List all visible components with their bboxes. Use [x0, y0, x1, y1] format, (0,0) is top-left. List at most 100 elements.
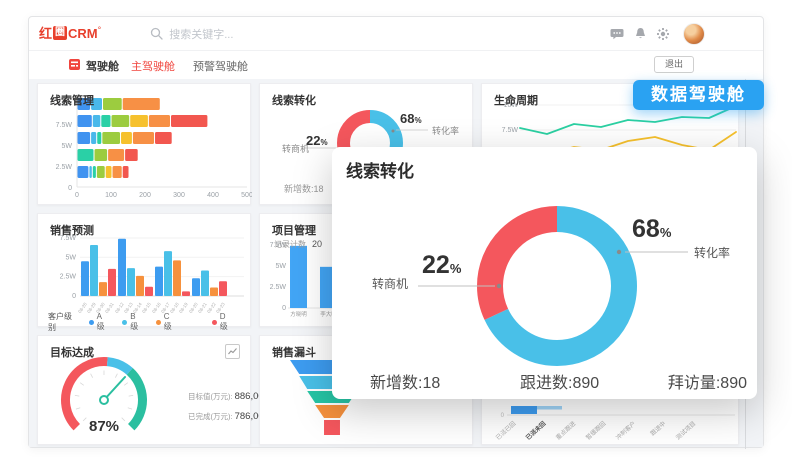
legend-item: C级 [156, 312, 177, 332]
svg-text:08-21: 08-21 [197, 301, 208, 314]
done-value: 786,000 [234, 411, 269, 422]
conversion-rate-value: 68% [400, 111, 422, 126]
lead-management-chart: 10W 7.5W 5W 2.5W 00 100 200 300 400 500 [56, 94, 252, 199]
logo-mark: 圈 [53, 26, 68, 40]
svg-text:08-28: 08-28 [77, 301, 88, 314]
svg-text:10W: 10W [58, 101, 73, 108]
panel-sales-forecast: 销售预测 7.5W 5W 2.5W 0 08-28 08-29 08-30 08-31 08-1… [37, 213, 251, 332]
svg-text:2.5W: 2.5W [60, 274, 77, 281]
svg-text:7.5W: 7.5W [270, 242, 287, 249]
svg-text:200: 200 [139, 192, 151, 199]
svg-text:08-13: 08-13 [123, 301, 134, 314]
search-box[interactable]: 搜索关键字... [149, 26, 610, 42]
svg-text:已派未回: 已派未回 [524, 420, 547, 442]
data-cockpit-badge[interactable]: 数据驾驶舱 [633, 80, 764, 110]
svg-text:08-16: 08-16 [151, 301, 162, 314]
goal-percentage: 87% [88, 418, 120, 435]
svg-text:7.5W: 7.5W [60, 235, 77, 242]
svg-text:08-30: 08-30 [95, 301, 106, 314]
panel-title: 线索转化 [272, 95, 316, 107]
svg-text:08-31: 08-31 [104, 301, 115, 314]
done-label: 已完成(万元): [188, 412, 233, 421]
overlay-conversion-label: 转化率 [694, 246, 731, 260]
legend-item: D级 [212, 312, 233, 332]
svg-text:10W: 10W [504, 102, 519, 109]
topbar: 红 圈 CRM ° 搜索关键字... [29, 17, 763, 51]
svg-text:0: 0 [282, 305, 286, 312]
panel-title: 目标达成 [50, 347, 94, 359]
avatar[interactable] [683, 22, 705, 45]
panel-title: 生命周期 [494, 95, 538, 107]
project-bar-chart: 7.5W 5W 2.5W 0 方晓明 李大明 [270, 242, 466, 318]
message-icon[interactable] [610, 27, 624, 41]
svg-text:08-14: 08-14 [132, 301, 143, 314]
legend-item: A级 [88, 312, 110, 332]
svg-text:500: 500 [241, 192, 252, 199]
tab-main-cockpit[interactable]: 主驾驶舱 [129, 58, 177, 81]
tab-bar: 驾驶舱 主驾驶舱 预警驾驶舱 退出 [29, 51, 763, 81]
svg-text:5W: 5W [66, 254, 77, 261]
search-placeholder: 搜索关键字... [169, 28, 234, 41]
svg-text:08-17: 08-17 [160, 301, 171, 314]
record-count: 记录计数 20 [274, 239, 323, 249]
chart-type-icon[interactable] [225, 344, 240, 359]
svg-text:5W: 5W [62, 143, 73, 150]
overlay-opportunity-label: 转商机 [372, 277, 409, 291]
new-leads-stat: 新增数:18 [284, 184, 324, 194]
overlay-donut-chart [418, 206, 688, 366]
svg-text:08-23: 08-23 [215, 301, 226, 314]
overlay-title: 线索转化 [346, 162, 414, 181]
sidebar-item-cockpit[interactable]: 驾驶舱 [69, 58, 119, 74]
svg-text:7.5W: 7.5W [56, 122, 73, 129]
overlay-conversion-value: 68% [632, 215, 672, 243]
svg-text:7.5W: 7.5W [502, 127, 519, 134]
overlay-opportunity-value: 22% [422, 251, 462, 279]
logo-text-suffix: CRM [68, 26, 98, 41]
legend-title: 客户级别 [48, 312, 72, 332]
svg-text:08-12: 08-12 [114, 301, 125, 314]
svg-text:跟进中: 跟进中 [649, 420, 668, 438]
tab-group-label: 驾驶舱 [86, 61, 119, 73]
logo-text-prefix: 红 [39, 26, 53, 41]
svg-text:400: 400 [207, 192, 219, 199]
opportunity-rate-label: 转商机 [282, 144, 310, 154]
tab-warning-cockpit[interactable]: 预警驾驶舱 [193, 61, 248, 73]
panel-goal-achievement: 目标达成 87% 目标值(万元): 886,000 已完成(万元): 786,000 [37, 335, 269, 445]
target-value: 886,000 [234, 391, 269, 402]
conversion-rate-label: 转化率 [432, 126, 460, 136]
svg-text:2.5W: 2.5W [56, 164, 73, 171]
topbar-actions [610, 22, 705, 45]
panel-title: 销售漏斗 [272, 347, 316, 359]
forecast-legend: 客户级别 A级 B级 C级 D级 [48, 311, 246, 333]
goal-gauge [61, 357, 147, 431]
opportunity-rate-value: 22% [306, 133, 328, 148]
stat-followups: 跟进数:890 [520, 375, 600, 392]
svg-text:08-29: 08-29 [86, 301, 97, 314]
svg-text:08-18: 08-18 [169, 301, 180, 314]
stat-visits: 拜访量:890 [667, 375, 747, 392]
svg-text:冲刺客户: 冲刺客户 [614, 420, 637, 442]
gear-icon[interactable] [656, 27, 670, 41]
svg-text:08-20: 08-20 [188, 301, 199, 314]
app-logo[interactable]: 红 圈 CRM ° [39, 25, 102, 42]
panel-title: 销售预测 [50, 225, 94, 237]
svg-text:08-15: 08-15 [141, 301, 152, 314]
lead-conversion-overlay: 线索转化 68% 转化率 22% 转商机 新增数:18 跟进数:890 拜访量:… [332, 147, 757, 399]
svg-text:暂缓跟回: 暂缓跟回 [584, 420, 607, 442]
dashboard-icon [69, 59, 80, 73]
exit-button[interactable]: 退出 [654, 56, 694, 73]
svg-text:测试项目: 测试项目 [674, 420, 697, 442]
panel-title: 项目管理 [272, 225, 316, 237]
panel-lead-management: 线索管理 10W 7.5W 5W 2.5W 0 0 100 200 300 400 500 [37, 83, 252, 205]
svg-text:0: 0 [75, 192, 79, 199]
svg-text:方晓明: 方晓明 [290, 310, 307, 318]
svg-text:李大明: 李大明 [320, 310, 337, 318]
logo-trademark: ° [97, 25, 102, 35]
svg-text:300: 300 [173, 192, 185, 199]
svg-text:5W: 5W [276, 263, 287, 270]
stat-new-leads: 新增数:18 [370, 375, 441, 392]
svg-text:2.5W: 2.5W [270, 284, 287, 291]
bell-icon[interactable] [633, 27, 647, 41]
